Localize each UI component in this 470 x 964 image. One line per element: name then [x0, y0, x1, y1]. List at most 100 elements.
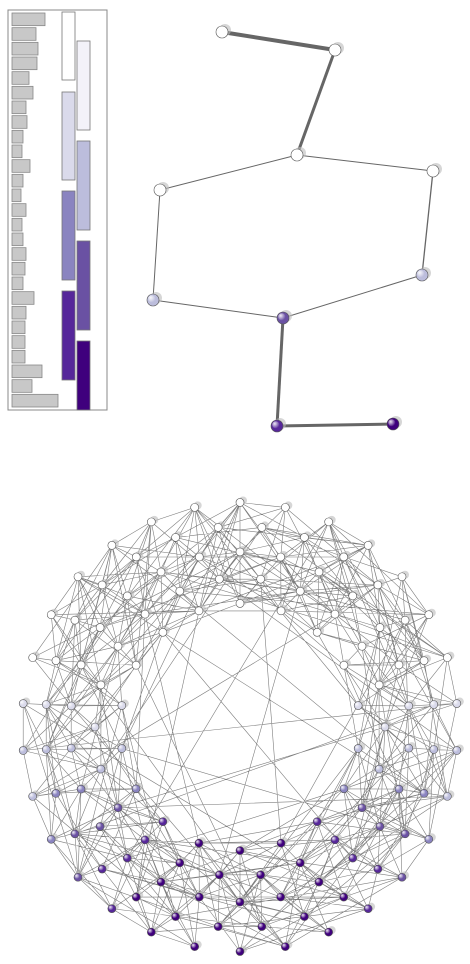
node-highlight	[124, 592, 129, 598]
histogram-bar	[11, 203, 27, 217]
edge	[159, 154, 298, 191]
histogram-bar	[11, 188, 22, 203]
histogram-bar	[11, 364, 43, 379]
node-highlight	[98, 581, 104, 587]
node-highlight	[216, 575, 221, 581]
node-highlight	[98, 865, 104, 871]
edge	[276, 422, 394, 428]
node-highlight	[71, 830, 77, 836]
ramp-cell	[76, 240, 91, 331]
edge	[152, 189, 161, 301]
node-highlight	[159, 818, 165, 824]
node-highlight	[132, 785, 138, 791]
node-highlight	[29, 793, 35, 798]
histogram-bar	[11, 144, 23, 159]
node-highlight	[292, 150, 300, 158]
node-highlight	[277, 553, 283, 559]
histogram-bar	[11, 85, 34, 100]
node-highlight	[401, 830, 407, 836]
node-highlight	[395, 785, 401, 791]
edge	[295, 49, 337, 156]
node-highlight	[258, 524, 264, 530]
node-highlight	[172, 534, 178, 540]
node-highlight	[236, 948, 242, 954]
node-highlight	[236, 499, 242, 505]
histogram-bar	[11, 115, 28, 129]
histogram-bar	[11, 335, 26, 349]
node-highlight	[155, 185, 163, 193]
node-highlight	[196, 553, 201, 559]
node-highlight	[388, 419, 396, 427]
node-highlight	[381, 723, 387, 729]
node-highlight	[19, 700, 25, 706]
node-highlight	[331, 836, 337, 842]
node-highlight	[118, 702, 124, 708]
node-highlight	[124, 854, 129, 860]
histogram-bar	[11, 305, 27, 320]
edge	[152, 299, 284, 319]
node-highlight	[417, 270, 425, 278]
node-highlight	[196, 893, 201, 899]
node-highlight	[401, 616, 407, 622]
histogram-bar	[11, 291, 35, 305]
node-highlight	[191, 504, 197, 509]
node-highlight	[43, 701, 48, 707]
histogram-bar	[11, 217, 23, 232]
node-highlight	[430, 701, 436, 707]
color-ramp-right	[76, 40, 91, 411]
node-highlight	[425, 611, 431, 617]
node-highlight	[374, 865, 380, 871]
node-highlight	[420, 657, 426, 663]
ramp-cell	[61, 290, 76, 381]
node-highlight	[395, 661, 401, 667]
node-highlight	[77, 785, 83, 791]
node-highlight	[375, 765, 381, 771]
node-highlight	[133, 553, 138, 559]
color-ramp-left	[61, 11, 76, 381]
node-highlight	[277, 607, 283, 613]
node-highlight	[398, 874, 404, 879]
large-graph	[18, 496, 464, 956]
node-highlight	[118, 745, 124, 751]
node-highlight	[108, 905, 114, 911]
node-highlight	[48, 611, 53, 617]
histogram-bar	[11, 379, 33, 393]
ramp-cell	[61, 91, 76, 181]
node-highlight	[48, 836, 53, 841]
histogram-bar	[11, 27, 37, 41]
node-highlight	[425, 836, 431, 841]
node-highlight	[444, 654, 449, 660]
node-highlight	[176, 859, 182, 865]
node-highlight	[430, 746, 436, 752]
histogram-bar	[11, 261, 26, 276]
node-highlight	[257, 871, 263, 877]
node-highlight	[398, 573, 404, 579]
node-highlight	[282, 943, 287, 949]
node-highlight	[258, 923, 264, 929]
node-highlight	[376, 624, 382, 630]
node-highlight	[453, 700, 459, 706]
node-highlight	[19, 747, 25, 753]
node-highlight	[428, 166, 436, 174]
ramp-cell	[76, 140, 91, 231]
node-highlight	[108, 542, 114, 547]
ramp-cell	[61, 11, 76, 81]
node-highlight	[236, 898, 242, 904]
histogram-bar	[11, 173, 24, 188]
node-highlight	[97, 765, 103, 771]
node-highlight	[172, 913, 178, 919]
node-highlight	[77, 661, 83, 667]
node-highlight	[444, 793, 449, 798]
node-highlight	[453, 747, 459, 753]
node-highlight	[191, 943, 197, 949]
node-highlight	[236, 847, 242, 853]
node-highlight	[313, 818, 319, 824]
node-highlight	[364, 542, 370, 547]
edge	[221, 30, 336, 52]
histogram-bar	[11, 247, 27, 261]
node-highlight	[330, 45, 338, 53]
node-highlight	[420, 790, 426, 795]
ramp-cell	[61, 190, 76, 281]
node-highlight	[282, 504, 287, 509]
